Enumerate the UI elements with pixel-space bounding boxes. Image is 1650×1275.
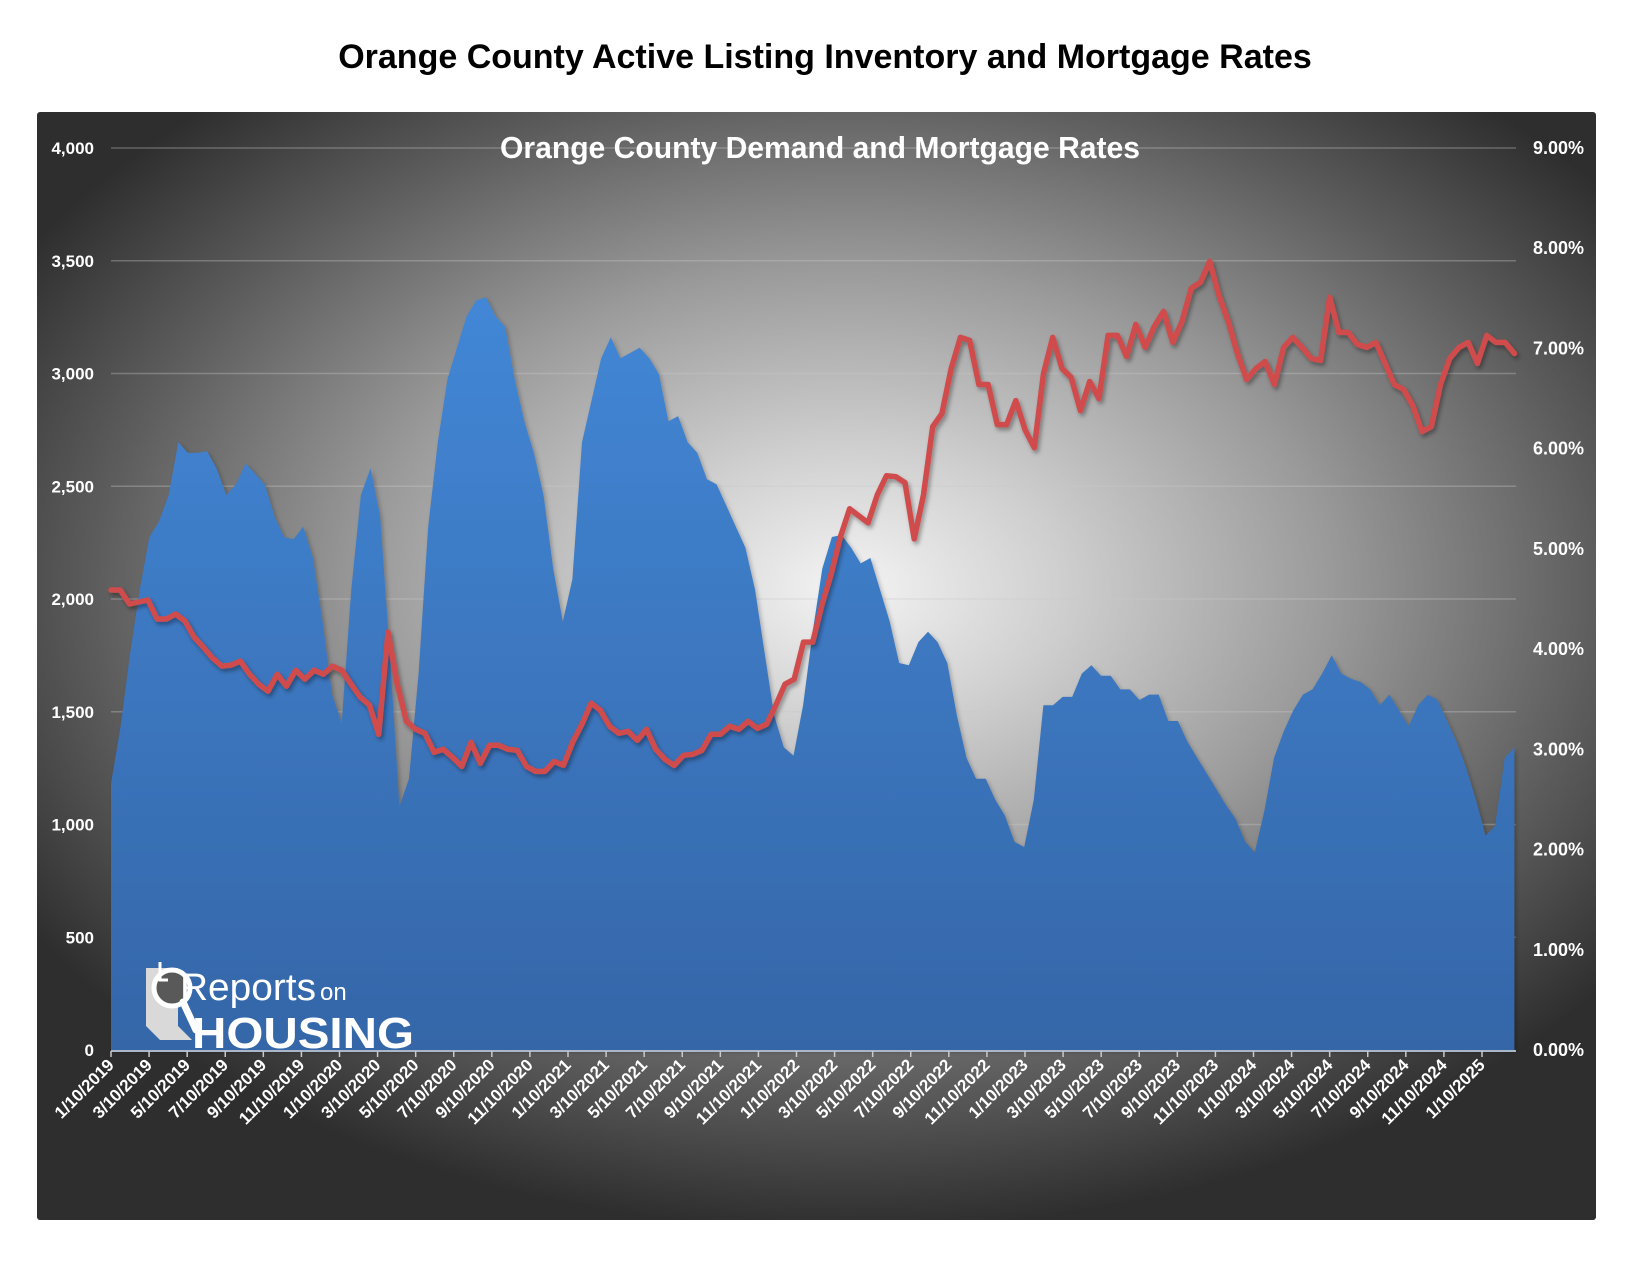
x-axis: 1/10/20193/10/20195/10/20197/10/20199/10… (51, 1050, 1516, 1128)
y-left-tick-label: 0 (85, 1041, 94, 1060)
inventory-area (111, 297, 1515, 1050)
y-left-tick-label: 3,000 (51, 365, 94, 384)
y-right-tick-label: 6.00% (1533, 439, 1584, 459)
y-left-tick-label: 1,000 (51, 816, 94, 835)
y-right-tick-label: 5.00% (1533, 539, 1584, 559)
y-right-tick-label: 4.00% (1533, 639, 1584, 659)
y-right-tick-label: 8.00% (1533, 238, 1584, 258)
y-axis-right: 0.00% 1.00% 2.00% 3.00% 4.00% 5.00% 6.00% 7.00%… (1533, 138, 1584, 1060)
y-left-tick-label: 1,500 (51, 703, 94, 722)
y-right-tick-label: 7.00% (1533, 338, 1584, 358)
y-left-tick-label: 2,000 (51, 590, 94, 609)
y-left-tick-label: 4,000 (51, 139, 94, 158)
y-right-tick-label: 0.00% (1533, 1040, 1584, 1060)
y-left-tick-label: 3,500 (51, 252, 94, 271)
y-right-tick-label: 3.00% (1533, 739, 1584, 759)
mortgage-rate-line (108, 258, 1518, 775)
y-right-tick-label: 1.00% (1533, 940, 1584, 960)
y-left-tick-label: 500 (66, 928, 94, 947)
y-left-tick-label: 2,500 (51, 477, 94, 496)
inventory-area-layer (111, 297, 1515, 1050)
reports-on-housing-logo: Reports on HOUSING (146, 962, 414, 1058)
chart-subtitle: Orange County Demand and Mortgage Rates (500, 130, 1140, 165)
y-axis-left: 0 500 1,000 1,500 2,000 2,500 3,000 3,500 4,000 (51, 139, 94, 1060)
logo-housing-text: HOUSING (192, 1009, 414, 1058)
logo-reports-text: Reports (180, 967, 316, 1009)
y-right-tick-label: 9.00% (1533, 138, 1584, 158)
logo-on-text: on (320, 979, 347, 1006)
y-right-tick-label: 2.00% (1533, 840, 1584, 860)
magnifier-icon (146, 962, 200, 1040)
page-title: Orange County Active Listing Inventory a… (338, 38, 1312, 76)
rate-line-layer (108, 258, 1518, 775)
